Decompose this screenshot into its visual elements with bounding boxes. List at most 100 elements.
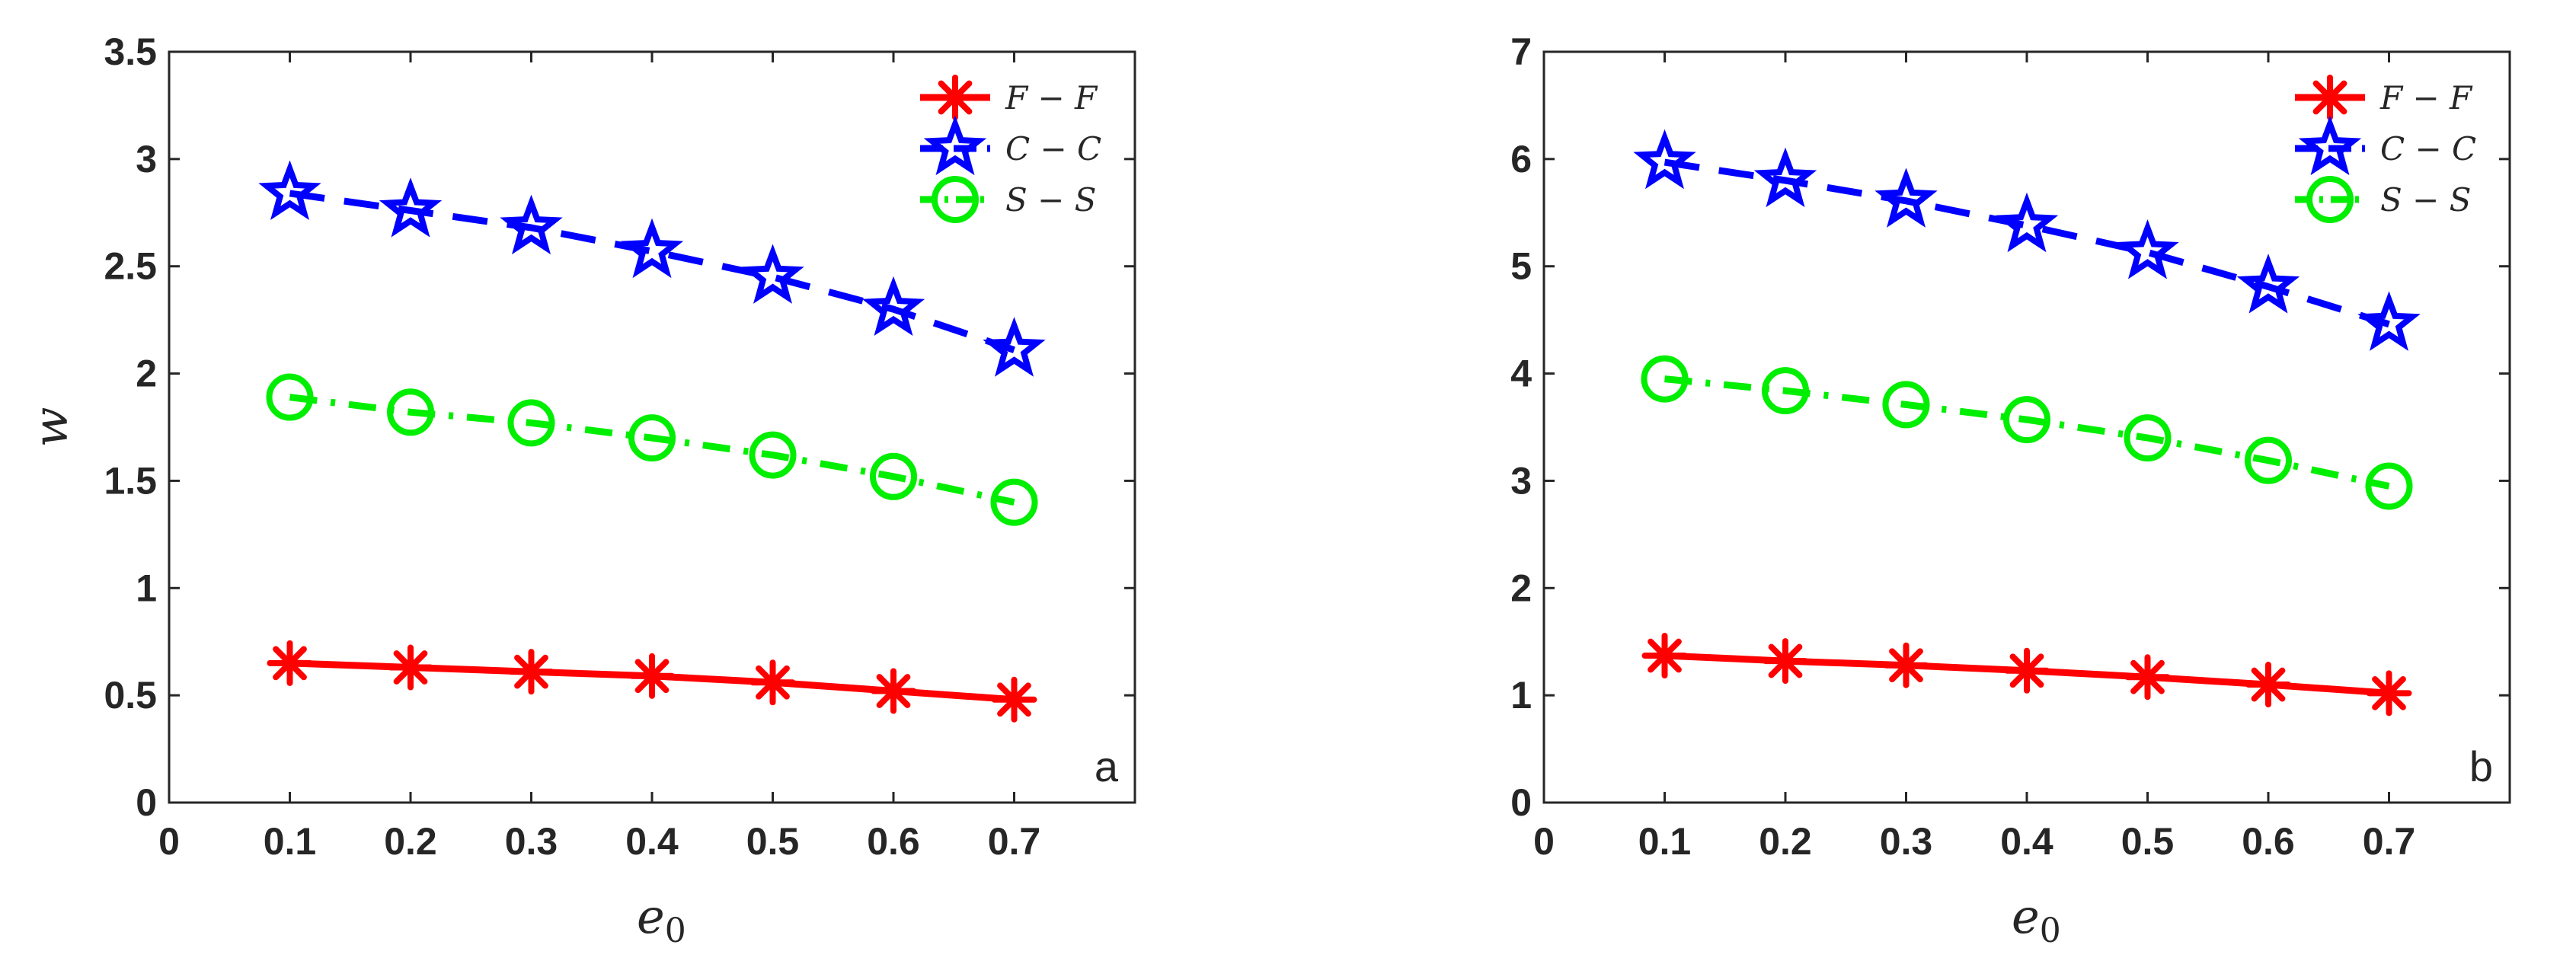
series-2-point-5 (2245, 436, 2292, 484)
series-1-point-3 (620, 218, 684, 279)
axes-frame (168, 50, 1136, 804)
series-1-point-1 (379, 177, 443, 238)
x-tick-label: 0.6 (2242, 820, 2295, 863)
legend: F − F C − C S − S (2295, 75, 2476, 223)
series-0-point-2 (1883, 642, 1929, 688)
series-0-point-3 (629, 653, 675, 699)
series-2-point-0 (266, 373, 314, 421)
series-legend2-point-0 (2306, 176, 2354, 223)
legend-item-0: F − F (920, 75, 1098, 120)
legend-item-1: C − C (920, 115, 1101, 176)
series-0-point-6 (2366, 670, 2412, 717)
x-tick-label: 0.5 (746, 820, 800, 863)
x-tick-label: 0.5 (2121, 820, 2175, 863)
legend-item-1: C − C (2295, 115, 2476, 176)
series-line (1664, 375, 2390, 490)
series-2-point-0 (1641, 355, 1689, 403)
series-1-point-2 (1874, 168, 1938, 228)
legend-label: F − F (2379, 79, 2473, 117)
series-2-point-6 (990, 478, 1038, 526)
series-legend0-point-0 (2307, 75, 2353, 120)
series-0-point-0 (1641, 633, 1688, 679)
series-2-point-5 (870, 452, 917, 500)
series-0-point-0 (267, 640, 313, 686)
x-tick-label: 0.4 (625, 820, 679, 863)
series-legend0-point-0 (932, 75, 978, 120)
y-tick-label: 1 (1510, 674, 1532, 717)
y-tick-label: 2.5 (104, 245, 157, 288)
series-2-point-2 (1882, 381, 1930, 429)
legend-label: F − F (1005, 79, 1098, 117)
series-line (289, 394, 1015, 506)
series-0-point-6 (991, 676, 1037, 723)
series-1-point-4 (741, 244, 804, 304)
series-0-point-4 (2124, 654, 2171, 701)
panel-label: a (1095, 742, 1119, 790)
legend-item-2: S − S (2295, 176, 2471, 223)
series-0-point-1 (388, 644, 433, 691)
x-tick-label: 0.6 (867, 820, 920, 863)
series-2-point-1 (387, 388, 434, 436)
legend: F − F C − C S − S (920, 75, 1101, 223)
series-1-point-6 (2357, 291, 2421, 351)
y-tick-label: 3 (1510, 459, 1532, 502)
series-legend1-point-0 (923, 115, 987, 176)
x-axis-label: e0 (2012, 889, 2061, 950)
legend-label: S − S (2380, 181, 2471, 219)
series-1-point-1 (1753, 147, 1817, 208)
x-tick-label: 0.4 (2000, 820, 2053, 863)
series-0-point-5 (2245, 662, 2291, 708)
y-tick-label: 0.5 (104, 674, 157, 717)
y-tick-label: 0 (1510, 781, 1532, 824)
y-tick-label: 5 (1510, 245, 1532, 288)
series-1-point-0 (258, 160, 321, 221)
y-tick-label: 1 (136, 567, 157, 609)
series-0-point-5 (871, 668, 916, 714)
series-2 (1641, 355, 2413, 510)
series-1-point-3 (1995, 192, 2059, 253)
y-tick-label: 3.5 (104, 30, 157, 73)
legend-label: C − C (1005, 130, 1101, 168)
series-2-point-4 (2124, 414, 2172, 462)
panel-label: b (2469, 742, 2493, 790)
series-0-point-3 (2004, 647, 2050, 694)
x-tick-label: 0.1 (264, 820, 317, 863)
series-2-point-3 (2003, 396, 2050, 444)
x-tick-label: 0.2 (384, 820, 437, 863)
x-tick-label: 0.1 (1638, 820, 1692, 863)
y-tick-label: 0 (136, 781, 157, 824)
y-tick-label: 4 (1510, 353, 1532, 395)
series-1-point-6 (983, 317, 1046, 377)
series-0 (267, 640, 1037, 723)
series-line (1664, 158, 2390, 328)
x-tick-label: 0.2 (1759, 820, 1812, 863)
series-2-point-4 (749, 431, 797, 479)
series-1 (1633, 129, 2421, 351)
y-tick-label: 3 (136, 138, 157, 180)
series-0-point-2 (508, 649, 555, 695)
axes-frame (1542, 50, 2511, 804)
legend-item-2: S − S (920, 176, 1096, 223)
series-0 (1641, 633, 2412, 717)
x-tick-label: 0.7 (988, 820, 1041, 863)
legend-label: C − C (2380, 130, 2476, 168)
series-0-point-4 (749, 659, 796, 706)
series-1-point-5 (861, 276, 925, 337)
series-legend2-point-0 (932, 176, 979, 223)
y-tick-label: 2 (1510, 567, 1532, 609)
y-tick-label: 6 (1510, 138, 1532, 180)
series-1-point-2 (500, 194, 563, 255)
series-2 (266, 373, 1038, 526)
series-1-point-4 (2116, 219, 2179, 279)
x-tick-label: 0 (158, 820, 180, 863)
x-tick-label: 0.3 (1880, 820, 1933, 863)
chart-panel-b: 0 1 2 3 4 5 6 7 0 0.1 0.2 0.3 0.4 0.5 0.6 0.7 e0 F − F C −… (1510, 30, 2511, 950)
series-2-point-6 (2365, 462, 2413, 510)
y-tick-label: 1.5 (104, 459, 157, 502)
series-2-point-1 (1762, 367, 1809, 415)
series-legend1-point-0 (2298, 115, 2362, 176)
series-1-point-5 (2236, 254, 2300, 314)
x-tick-label: 0.3 (505, 820, 558, 863)
series-2-point-3 (628, 414, 676, 462)
